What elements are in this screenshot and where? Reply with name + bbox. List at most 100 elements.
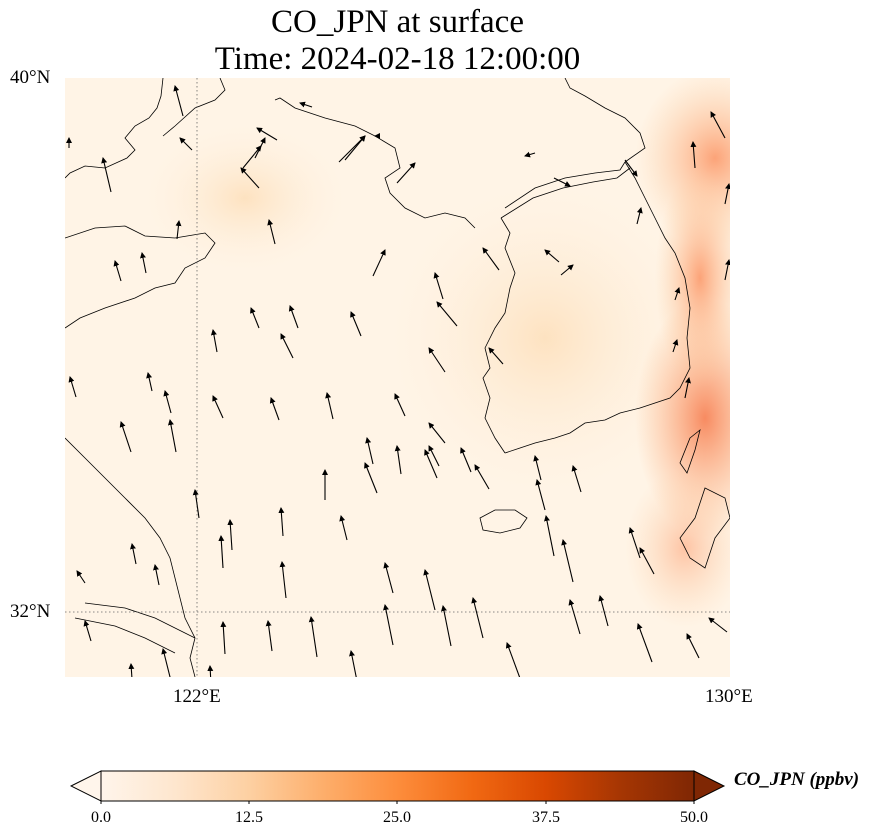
wind-arrow bbox=[288, 305, 299, 329]
colorbar bbox=[70, 770, 726, 804]
wind-arrow bbox=[471, 597, 484, 639]
colorbar-extend-max bbox=[693, 770, 726, 802]
lat-tick-32: 32°N bbox=[10, 601, 51, 622]
wind-arrow bbox=[254, 137, 266, 159]
coast-shandong bbox=[65, 225, 216, 329]
wind-arrow bbox=[83, 620, 92, 642]
wind-arrow bbox=[163, 390, 172, 414]
wind-arrow bbox=[153, 564, 160, 586]
wind-arrow bbox=[724, 183, 730, 205]
wind-arrow bbox=[210, 329, 218, 353]
lon-tick-130: 130°E bbox=[705, 686, 753, 707]
wind-arrow bbox=[167, 419, 177, 453]
wind-arrow bbox=[524, 151, 536, 158]
wind-arrow bbox=[624, 159, 638, 177]
colorbar-gradient bbox=[100, 770, 695, 802]
wind-arrow bbox=[394, 393, 406, 417]
wind-arrow bbox=[250, 307, 260, 329]
wind-arrow bbox=[460, 447, 472, 473]
colorbar-ticks bbox=[100, 801, 695, 804]
wind-arrow bbox=[146, 372, 153, 392]
coast-korea-west bbox=[482, 217, 516, 454]
coast-korea-south bbox=[504, 407, 641, 454]
wind-arrow bbox=[710, 111, 726, 139]
wind-arrow bbox=[383, 562, 394, 594]
coast-kyushu bbox=[679, 487, 730, 569]
wind-arrow bbox=[553, 177, 571, 187]
wind-arrow bbox=[279, 561, 287, 599]
coast-north-korea-east bbox=[564, 78, 646, 163]
coast-korea-east bbox=[624, 161, 691, 409]
wind-arrow bbox=[639, 547, 655, 575]
map-canvas bbox=[65, 78, 730, 677]
wind-arrow bbox=[119, 421, 132, 453]
wind-arrow bbox=[628, 527, 641, 559]
map-title-line2: Time: 2024-02-18 12:00:00 bbox=[214, 41, 581, 77]
wind-arrow bbox=[423, 569, 436, 611]
coast-liaodong-east bbox=[162, 78, 226, 137]
colorbar-tick-2: 25.0 bbox=[383, 809, 411, 826]
wind-arrow bbox=[383, 604, 394, 646]
wind-arrow bbox=[173, 85, 184, 117]
map-panel bbox=[65, 78, 730, 677]
wind-arrow bbox=[488, 347, 504, 365]
wind-arrow bbox=[344, 135, 366, 161]
wind-arrow bbox=[140, 252, 147, 274]
wind-arrow bbox=[130, 543, 137, 565]
wind-arrow bbox=[684, 377, 691, 399]
wind-arrow bbox=[544, 249, 560, 263]
wind-arrow bbox=[535, 479, 546, 511]
wind-arrow bbox=[278, 507, 285, 537]
wind-arrow bbox=[207, 665, 214, 677]
wind-arrow bbox=[269, 397, 280, 421]
field-plume-eastcoast bbox=[655, 168, 730, 388]
wind-arrow bbox=[396, 162, 416, 184]
wind-arrow bbox=[240, 167, 260, 189]
wind-arrow bbox=[561, 539, 574, 583]
wind-arrow bbox=[424, 449, 438, 479]
wind-vectors bbox=[66, 85, 730, 677]
wind-arrow bbox=[598, 595, 609, 627]
wind-arrow bbox=[113, 260, 122, 282]
wind-arrow bbox=[568, 599, 581, 635]
colorbar-tick-3: 37.5 bbox=[532, 809, 560, 826]
wind-arrow bbox=[505, 642, 521, 677]
colorbar-tick-1: 12.5 bbox=[235, 809, 263, 826]
wind-arrow bbox=[428, 347, 446, 373]
wind-arrow bbox=[308, 616, 318, 658]
wind-arrow bbox=[101, 157, 112, 193]
coast-dmz-2 bbox=[500, 167, 631, 219]
wind-arrow bbox=[372, 249, 386, 277]
colorbar-tick-0: 0.0 bbox=[91, 809, 111, 826]
field-plume-korea bbox=[375, 168, 715, 508]
wind-arrow bbox=[267, 219, 276, 245]
coast-yangtze-south bbox=[74, 617, 176, 654]
graticule bbox=[65, 78, 730, 677]
wind-arrow bbox=[128, 663, 135, 677]
wind-arrow bbox=[161, 648, 171, 677]
wind-arrow bbox=[571, 465, 582, 493]
wind-arrow bbox=[533, 455, 542, 481]
wind-arrow bbox=[325, 392, 334, 420]
wind-arrow bbox=[364, 462, 378, 494]
wind-arrow bbox=[192, 489, 200, 519]
wind-arrow bbox=[436, 301, 458, 327]
field-plume-se bbox=[625, 468, 730, 628]
wind-arrow bbox=[349, 650, 357, 677]
wind-arrow bbox=[441, 605, 452, 647]
field-plume-bohai bbox=[135, 118, 355, 278]
wind-arrow bbox=[179, 137, 193, 151]
wind-arrow bbox=[428, 445, 440, 467]
wind-arrow bbox=[76, 570, 86, 584]
wind-arrow bbox=[672, 339, 679, 353]
wind-arrow bbox=[68, 376, 77, 398]
wind-arrow bbox=[482, 247, 500, 271]
wind-arrow bbox=[339, 515, 348, 541]
wind-arrow bbox=[227, 519, 234, 551]
wind-arrow bbox=[218, 535, 225, 569]
wind-arrow bbox=[674, 287, 681, 301]
island-tsushima bbox=[679, 428, 701, 474]
wind-arrow bbox=[690, 141, 697, 169]
wind-arrow bbox=[265, 620, 273, 652]
map-title-line1: CO_JPN at surface bbox=[271, 4, 524, 40]
